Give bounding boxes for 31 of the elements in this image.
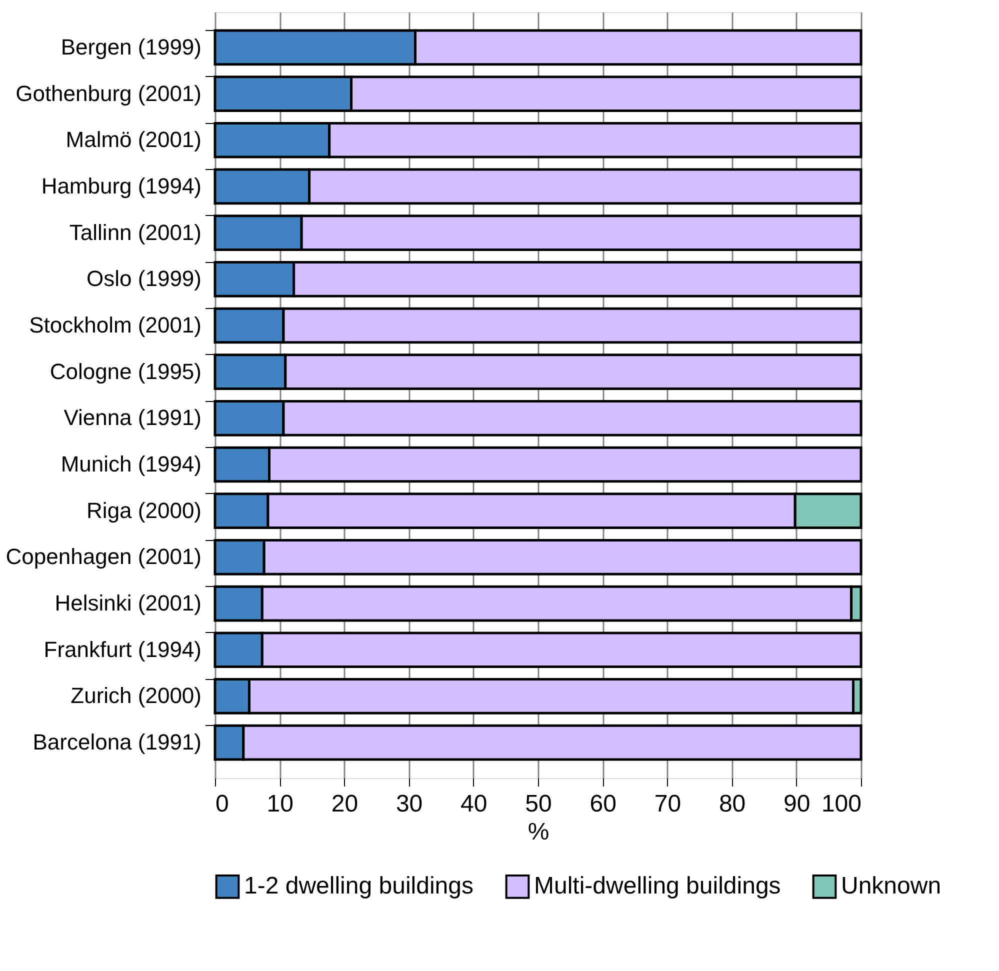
y-tick-label: Helsinki (2001) bbox=[54, 590, 202, 616]
y-tick-label: Oslo (1999) bbox=[86, 266, 202, 292]
y-tick-label: Frankfurt (1994) bbox=[44, 636, 202, 662]
y-tick-label: Munich (1994) bbox=[60, 452, 202, 477]
legend-label: Unknown bbox=[841, 872, 942, 900]
x-axis-title: % bbox=[528, 818, 550, 846]
x-tick-label: 30 bbox=[396, 790, 423, 818]
y-tick-label: Tallinn (2001) bbox=[69, 220, 202, 245]
y-tick-label: Stockholm (2001) bbox=[29, 312, 202, 338]
y-tick-label: Vienna (1991) bbox=[64, 405, 202, 430]
x-tick-label: 70 bbox=[654, 790, 682, 818]
y-tick-label: Hamburg (1994) bbox=[41, 173, 202, 198]
y-tick-label: Riga (2000) bbox=[86, 498, 202, 523]
y-tick-label: Cologne (1995) bbox=[50, 358, 202, 384]
legend-label: Multi-dwelling buildings bbox=[534, 872, 781, 900]
x-tick-label: 80 bbox=[718, 790, 746, 818]
legend-label: 1-2 dwelling buildings bbox=[244, 872, 474, 900]
y-tick-label: Gothenburg (2001) bbox=[16, 80, 202, 106]
y-tick-label: Barcelona (1991) bbox=[32, 730, 202, 755]
y-tick-label: Copenhagen (2001) bbox=[6, 544, 202, 570]
y-tick-label: Bergen (1999) bbox=[60, 34, 202, 60]
x-tick-label: 10 bbox=[266, 790, 294, 818]
x-tick-label: 50 bbox=[525, 790, 552, 818]
y-tick-label: Zurich (2000) bbox=[70, 683, 202, 708]
x-tick-label: 0 bbox=[216, 790, 229, 818]
x-tick-label: 40 bbox=[460, 790, 488, 818]
x-tick-label: 100 bbox=[821, 790, 862, 818]
x-tick-label: 90 bbox=[784, 790, 810, 818]
x-tick-label: 20 bbox=[331, 790, 358, 818]
x-tick-label: 60 bbox=[590, 790, 616, 818]
y-tick-label: Malmö (2001) bbox=[66, 127, 202, 152]
